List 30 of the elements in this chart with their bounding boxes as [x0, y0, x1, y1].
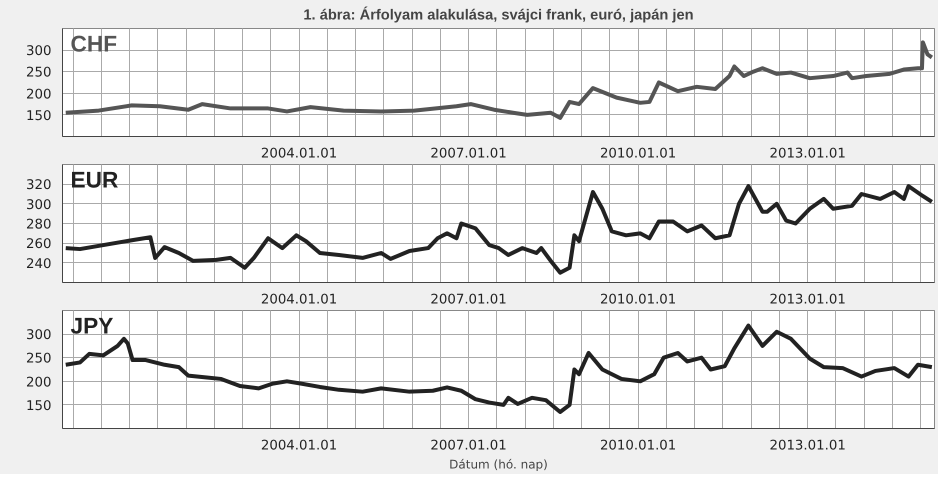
text: 2004.01.01: [260, 438, 338, 454]
x-tick-label: 2004.01.01: [260, 146, 338, 162]
text: EUR: [70, 166, 118, 192]
y-tick-label: 250: [26, 352, 52, 367]
y-tick-label: 280: [26, 218, 52, 232]
text: 2004.01.01: [260, 292, 338, 308]
y-tick-label: 150: [26, 108, 52, 124]
x-tick-label: 2013.01.01: [769, 146, 846, 162]
y-tick-label: 200: [26, 375, 52, 390]
x-axis-title: Dátum (hó. nap): [449, 458, 548, 472]
text: CHF: [70, 30, 118, 56]
y-tick-label: 300: [26, 328, 52, 344]
text: 2007.01.01: [430, 292, 507, 308]
y-tick-label: 150: [26, 398, 52, 414]
y-tick-label: 320: [26, 178, 52, 194]
text: 2010.01.01: [600, 438, 676, 454]
x-tick-label: 2010.01.01: [600, 146, 676, 162]
y-tick-label: 260: [26, 237, 52, 252]
text: 2013.01.01: [769, 292, 846, 308]
y-tick-label: 200: [26, 87, 52, 102]
y-tick-label: 250: [26, 66, 52, 81]
y-tick-label: 300: [26, 198, 52, 213]
text: 2007.01.01: [430, 438, 507, 454]
series-label: JPY: [70, 312, 114, 338]
x-tick-label: 2007.01.01: [430, 146, 507, 162]
text: 2013.01.01: [769, 438, 846, 454]
y-tick-label: 240: [26, 256, 52, 272]
y-tick-label: 300: [26, 44, 52, 60]
text: 2010.01.01: [600, 292, 676, 308]
chart-title: 1. ábra: Árfolyam alakulása, svájci frank, euró, japán jen: [303, 6, 694, 24]
